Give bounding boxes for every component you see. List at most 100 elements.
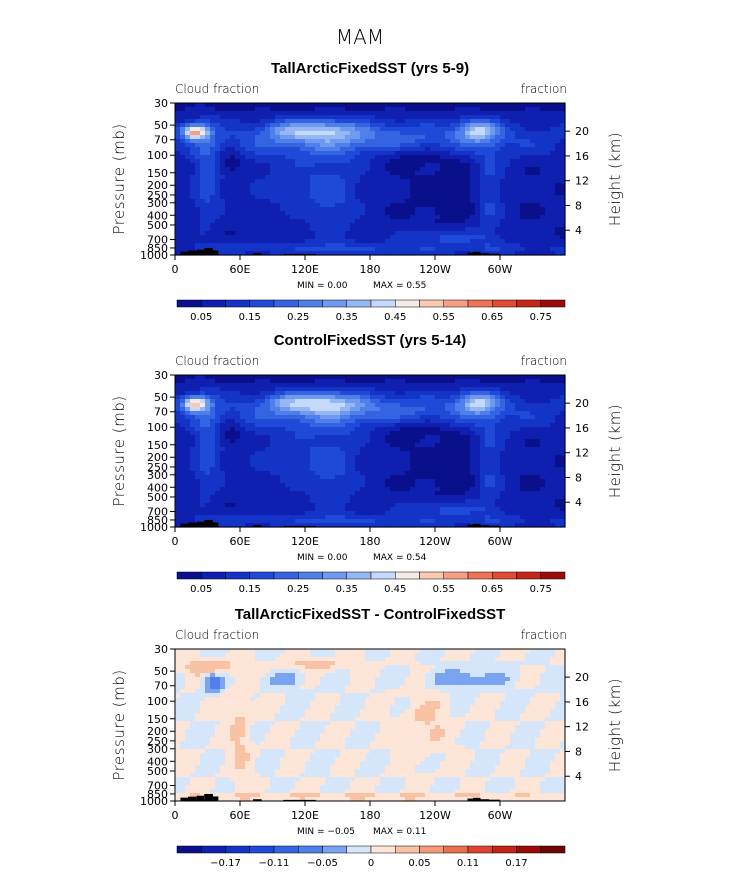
field-cell — [320, 195, 326, 200]
field-cell — [210, 155, 216, 160]
field-cell — [390, 247, 396, 252]
field-cell — [540, 143, 546, 148]
field-cell — [440, 147, 446, 152]
field-cell — [365, 219, 371, 224]
field-cell — [410, 443, 416, 448]
field-cell — [220, 423, 226, 428]
field-cell — [435, 211, 441, 216]
field-cell — [495, 451, 501, 456]
field-cell — [340, 459, 346, 464]
field-cell — [450, 375, 456, 380]
field-cell — [300, 115, 306, 120]
field-cell — [285, 159, 291, 164]
field-cell — [295, 431, 301, 436]
field-cell — [245, 127, 251, 132]
field-cell — [310, 459, 316, 464]
field-cell — [315, 187, 321, 192]
field-cell — [465, 431, 471, 436]
field-cell — [455, 459, 461, 464]
field-cell — [470, 187, 476, 192]
field-cell — [555, 159, 561, 164]
field-cell — [245, 399, 251, 404]
field-cell — [175, 191, 181, 196]
field-cell — [530, 179, 536, 184]
field-cell — [475, 227, 481, 232]
field-cell — [460, 235, 466, 240]
field-cell — [475, 179, 481, 184]
field-cell — [540, 191, 546, 196]
field-cell — [360, 375, 366, 380]
field-cell — [300, 399, 306, 404]
field-cell — [405, 211, 411, 216]
field-cell — [455, 247, 461, 252]
field-cell — [465, 419, 471, 424]
field-cell — [395, 387, 401, 392]
field-cell — [420, 207, 426, 212]
field-cell — [340, 407, 346, 412]
field-cell — [260, 171, 266, 176]
field-cell — [370, 463, 376, 468]
field-cell — [225, 231, 231, 236]
field-cell — [355, 131, 361, 136]
field-cell — [375, 391, 381, 396]
field-cell — [435, 127, 441, 132]
field-cell — [365, 403, 371, 408]
field-cell — [520, 431, 526, 436]
field-cell — [215, 219, 221, 224]
field-cell — [420, 175, 426, 180]
field-cell — [545, 203, 551, 208]
field-cell — [285, 151, 291, 156]
field-cell — [345, 455, 351, 460]
field-cell — [455, 379, 461, 384]
field-cell — [380, 195, 386, 200]
field-cell — [285, 235, 291, 240]
field-cell — [435, 403, 441, 408]
field-cell — [555, 187, 561, 192]
field-cell — [330, 247, 336, 252]
field-cell — [405, 119, 411, 124]
field-cell — [220, 179, 226, 184]
field-cell — [280, 459, 286, 464]
field-cell — [525, 467, 531, 472]
field-cell — [455, 107, 461, 112]
field-cell — [325, 147, 331, 152]
y2-tick-label: 16 — [575, 150, 589, 163]
field-cell — [500, 251, 506, 256]
field-cell — [195, 155, 201, 160]
field-cell — [340, 383, 346, 388]
field-cell — [455, 439, 461, 444]
field-cell — [310, 159, 316, 164]
field-cell — [220, 191, 226, 196]
field-cell — [400, 227, 406, 232]
field-cell — [420, 115, 426, 120]
field-cell — [370, 123, 376, 128]
field-cell — [535, 239, 541, 244]
field-cell — [555, 419, 561, 424]
field-cell — [470, 439, 476, 444]
field-cell — [545, 163, 551, 168]
field-cell — [410, 243, 416, 248]
field-cell — [470, 407, 476, 412]
field-cell — [290, 239, 296, 244]
field-cell — [180, 123, 186, 128]
field-cell — [245, 187, 251, 192]
field-cell — [225, 143, 231, 148]
field-cell — [310, 235, 316, 240]
field-cell — [325, 423, 331, 428]
field-cell — [355, 227, 361, 232]
field-cell — [340, 231, 346, 236]
field-cell — [435, 187, 441, 192]
field-cell — [465, 131, 471, 136]
field-cell — [390, 435, 396, 440]
field-cell — [550, 443, 556, 448]
field-cell — [515, 387, 521, 392]
field-cell — [345, 219, 351, 224]
field-cell — [385, 211, 391, 216]
field-cell — [310, 247, 316, 252]
field-cell — [525, 123, 531, 128]
field-cell — [550, 219, 556, 224]
field-cell — [465, 115, 471, 120]
field-cell — [365, 155, 371, 160]
field-cell — [230, 435, 236, 440]
field-cell — [240, 143, 246, 148]
